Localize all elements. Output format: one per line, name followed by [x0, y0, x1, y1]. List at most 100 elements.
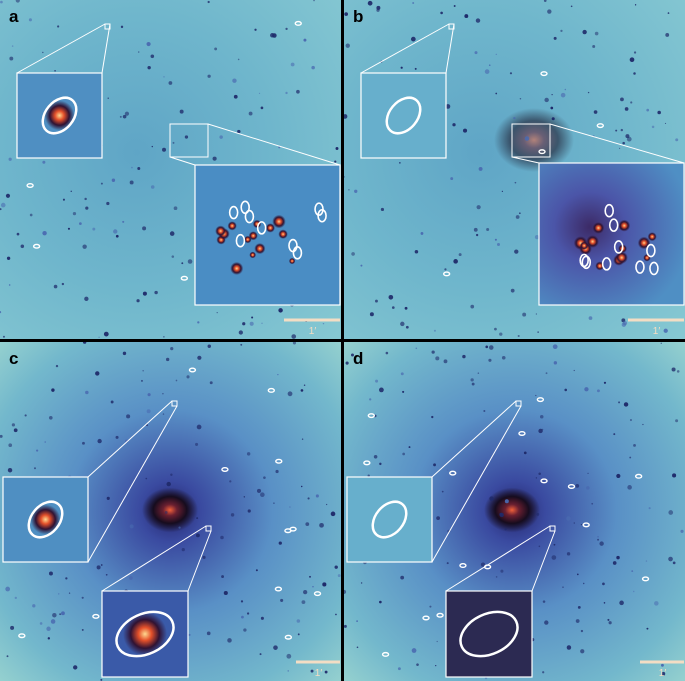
source-ellipse — [422, 615, 430, 621]
star — [360, 264, 363, 267]
star — [541, 428, 544, 431]
star — [96, 565, 101, 570]
star — [566, 645, 572, 650]
zoom-line — [445, 23, 455, 74]
star — [100, 678, 103, 681]
source-ellipse — [313, 591, 322, 597]
inset — [360, 72, 447, 159]
star — [494, 327, 497, 331]
star — [553, 36, 557, 40]
star — [504, 499, 509, 504]
star — [476, 205, 481, 210]
star — [385, 351, 389, 355]
star — [593, 110, 598, 114]
inset — [445, 590, 533, 678]
inset-ellipse — [244, 209, 255, 224]
star — [462, 128, 468, 133]
star — [441, 490, 444, 493]
star — [322, 322, 325, 325]
star — [168, 81, 173, 85]
star — [258, 92, 261, 94]
star — [330, 511, 336, 517]
star — [42, 51, 44, 54]
star — [680, 529, 684, 533]
star — [550, 106, 554, 110]
star — [324, 670, 328, 674]
star — [230, 513, 235, 517]
star — [592, 44, 596, 48]
star — [292, 342, 297, 345]
star — [345, 361, 349, 365]
star — [513, 116, 516, 120]
star — [504, 528, 507, 531]
star — [553, 543, 556, 546]
star — [106, 201, 110, 206]
inset-ellipse — [240, 200, 250, 215]
star — [629, 456, 632, 459]
star — [367, 0, 373, 6]
source-ellipse — [32, 243, 41, 249]
star — [6, 655, 9, 658]
inset-source — [586, 235, 599, 248]
star — [450, 177, 454, 180]
star — [542, 600, 546, 603]
star — [151, 145, 153, 148]
inset-source — [647, 232, 657, 242]
star — [388, 294, 394, 300]
panel: 1′ a — [0, 0, 341, 339]
star — [622, 141, 625, 145]
star — [576, 573, 579, 576]
star — [196, 533, 200, 538]
star — [310, 669, 314, 673]
star — [278, 308, 283, 313]
star — [495, 92, 498, 95]
star — [243, 496, 246, 498]
star — [272, 33, 277, 38]
star — [645, 560, 648, 562]
star — [535, 477, 538, 479]
star — [633, 51, 637, 54]
star — [2, 335, 5, 338]
zoom-line — [549, 123, 685, 164]
star — [32, 604, 36, 608]
star — [560, 92, 566, 98]
star — [622, 320, 628, 326]
zoom-line — [207, 123, 341, 166]
star — [564, 88, 567, 91]
source-ellipse — [381, 651, 390, 657]
star — [163, 336, 165, 338]
inset-ellipse — [649, 261, 659, 276]
star — [0, 0, 3, 4]
star — [664, 122, 667, 125]
zoom-source — [171, 400, 178, 407]
star — [81, 628, 84, 631]
star — [501, 355, 506, 360]
star — [195, 442, 199, 446]
star — [58, 593, 60, 595]
star — [48, 415, 53, 420]
star — [538, 472, 541, 475]
star — [142, 291, 147, 296]
star — [537, 331, 539, 333]
star — [285, 91, 288, 95]
star — [242, 322, 246, 326]
inset-ellipse — [635, 260, 645, 274]
star — [39, 622, 43, 625]
star — [164, 510, 168, 514]
star — [429, 605, 432, 608]
star — [431, 415, 434, 419]
inset-source — [123, 612, 167, 656]
star — [54, 69, 56, 72]
inset-source — [643, 254, 651, 262]
star — [675, 138, 679, 142]
star — [517, 334, 520, 338]
star — [297, 633, 300, 636]
inset-ellipse — [235, 233, 246, 248]
star — [397, 667, 401, 671]
source-ellipse — [596, 123, 605, 129]
source-ellipse — [436, 612, 444, 618]
star — [486, 227, 490, 231]
star — [296, 619, 301, 623]
star — [553, 361, 558, 365]
inset-source — [278, 229, 288, 239]
